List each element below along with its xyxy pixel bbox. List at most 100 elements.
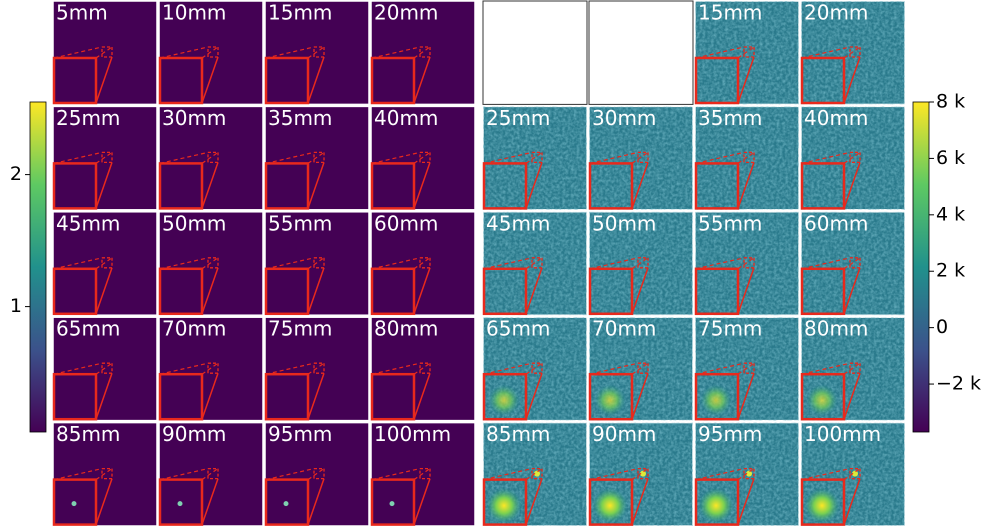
image-panel: 65mm	[482, 316, 588, 422]
image-panel: 30mm	[588, 105, 694, 211]
panel-noise	[589, 211, 693, 316]
zoom-line	[483, 151, 533, 164]
image-panel: 5mm	[52, 0, 158, 106]
panel-bg	[52, 0, 158, 106]
image-panel: 50mm	[158, 211, 264, 316]
source-dot	[534, 470, 540, 477]
inset-box	[158, 56, 204, 105]
inset-box	[370, 56, 416, 105]
inset-box	[800, 267, 846, 316]
inset-box	[370, 267, 416, 316]
source-blob	[700, 384, 732, 417]
zoom-box	[313, 151, 325, 164]
inset-box	[800, 162, 846, 210]
inset-box	[370, 162, 416, 210]
zoom-line	[201, 257, 219, 270]
zoom-line	[307, 46, 325, 59]
image-panel: 80mm	[800, 316, 906, 422]
zoom-box	[637, 467, 649, 480]
panel-noise	[695, 106, 799, 210]
zoom-line	[53, 468, 103, 481]
image-panel: 90mm	[588, 421, 694, 527]
panel-bg	[264, 316, 370, 422]
zoom-line	[307, 257, 325, 270]
zoom-line	[201, 46, 219, 59]
inset-box	[800, 478, 846, 526]
image-panel	[588, 0, 694, 105]
panel-label: 15mm	[268, 1, 332, 25]
zoom-line	[737, 362, 755, 375]
zoom-box	[313, 467, 325, 480]
zoom-line	[589, 468, 639, 481]
image-panel: 60mm	[370, 211, 476, 316]
image-panel	[482, 0, 588, 105]
panel-label: 65mm	[56, 317, 120, 341]
panel-label: 90mm	[162, 422, 226, 446]
zoom-box	[849, 46, 861, 58]
zoom-line	[483, 468, 533, 481]
zoom-line	[201, 468, 219, 481]
panel-label: 5mm	[56, 1, 108, 25]
zoom-line	[737, 151, 755, 164]
zoom-box	[637, 362, 649, 374]
panel-bg	[52, 105, 158, 211]
panel-noise	[801, 1, 905, 105]
zoom-line	[95, 362, 113, 375]
zoom-line	[159, 46, 209, 59]
inset-box	[264, 478, 310, 526]
inset-box	[52, 162, 98, 210]
zoom-box	[419, 467, 431, 480]
zoom-line	[201, 151, 219, 164]
zoom-box	[419, 151, 431, 164]
zoom-line	[589, 151, 639, 164]
zoom-line	[201, 56, 219, 104]
panel-noise	[589, 106, 693, 210]
source-blob	[592, 487, 628, 524]
panel-label: 70mm	[592, 317, 656, 341]
inset-box	[588, 478, 634, 526]
image-panel: 85mm	[482, 421, 588, 527]
zoom-box	[637, 257, 649, 269]
zoom-box	[313, 46, 325, 58]
zoom-line	[53, 46, 103, 59]
panel-bg	[264, 211, 370, 316]
inset-box	[588, 267, 634, 316]
colorbar-tick-label: 6 k	[936, 147, 965, 169]
zoom-line	[307, 151, 325, 164]
zoom-line	[737, 46, 755, 59]
colorbar-tick-label: 0	[936, 316, 948, 338]
zoom-line	[265, 362, 315, 375]
inset-box	[52, 267, 98, 316]
zoom-line	[525, 372, 543, 420]
inset-box	[482, 478, 528, 526]
empty-panel	[482, 0, 588, 105]
zoom-line	[201, 162, 219, 209]
panel-bg	[52, 316, 158, 422]
panel-bg	[158, 421, 264, 527]
panel-label: 100mm	[804, 422, 881, 446]
inset-box	[482, 267, 528, 316]
zoom-line	[413, 56, 431, 104]
zoom-line	[525, 162, 543, 209]
zoom-box	[743, 467, 755, 480]
panel-label: 20mm	[804, 1, 868, 25]
panel-bg	[158, 211, 264, 316]
panel-label: 80mm	[374, 317, 438, 341]
source-blob	[488, 384, 520, 417]
zoom-line	[737, 468, 755, 481]
zoom-line	[843, 162, 861, 209]
zoom-line	[307, 362, 325, 375]
inset-box	[158, 267, 204, 316]
zoom-line	[371, 46, 421, 59]
source-dot	[852, 470, 858, 477]
zoom-line	[801, 257, 851, 270]
zoom-line	[695, 257, 745, 270]
inset-box	[800, 56, 846, 105]
image-panel: 100mm	[800, 421, 906, 527]
source-dot	[283, 501, 289, 507]
zoom-line	[695, 46, 745, 59]
panel-bg	[370, 0, 476, 106]
zoom-line	[95, 468, 113, 481]
zoom-line	[631, 162, 649, 209]
zoom-box	[313, 257, 325, 269]
